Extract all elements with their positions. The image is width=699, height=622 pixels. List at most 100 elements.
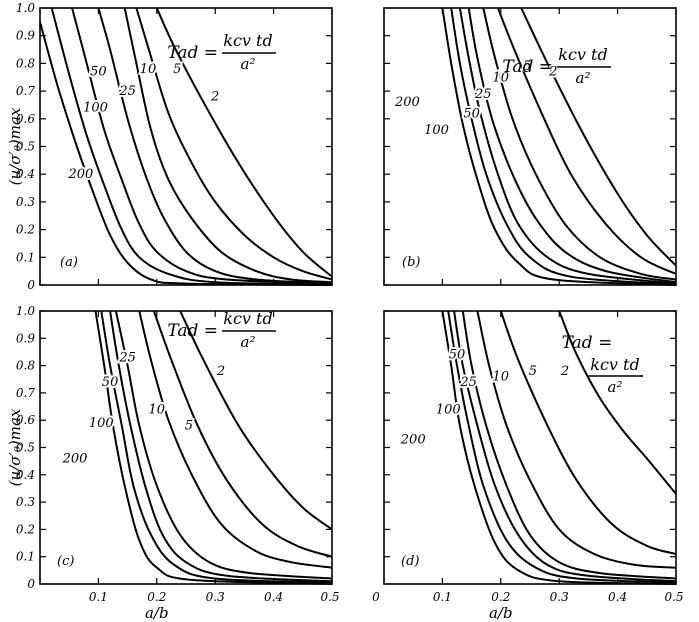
x-tick-label: 0.4 — [264, 590, 283, 604]
formula-lhs: Tad = — [167, 321, 218, 341]
formula-denominator: a² — [241, 333, 256, 351]
panel-label: (d) — [401, 554, 419, 569]
x-tick-label: 0.2 — [491, 590, 510, 604]
curve-label-halo: 5 — [173, 62, 181, 77]
curve-tad-200 — [39, 21, 333, 286]
curve-label-halo: 100 — [89, 416, 114, 431]
curve-label-50: 50 — [102, 375, 119, 390]
curve-tad-200 — [441, 7, 677, 286]
curve-label-2: 2 — [210, 90, 219, 105]
curve-tad-2 — [520, 7, 677, 267]
curve-tad-2 — [179, 310, 333, 531]
y-tick-label: 0.5 — [16, 441, 35, 455]
y-tick-label: 0.4 — [16, 167, 35, 181]
curve-label-halo: 50 — [102, 375, 119, 390]
formula-denominator: a² — [241, 55, 256, 73]
formula-numerator: kcv td — [558, 45, 607, 64]
x-tick-label: 0.2 — [147, 590, 166, 604]
formula-numerator: kcv td — [223, 309, 272, 328]
curve-label-halo: 25 — [118, 84, 136, 99]
y-axis-title: (u/σ′₀)max — [6, 107, 24, 185]
curve-label-halo: 5 — [185, 419, 193, 434]
curve-tad-100 — [447, 310, 677, 584]
curve-tad-100 — [100, 310, 333, 584]
curve-tad-10 — [138, 310, 333, 569]
formula-denominator: a² — [608, 378, 623, 396]
y-tick-label: 0 — [27, 577, 35, 591]
curve-label-halo: 2 — [210, 90, 219, 105]
curve-label-5: 5 — [173, 62, 181, 77]
y-tick-label: 0.3 — [16, 495, 35, 509]
curve-label-200: 200 — [394, 95, 420, 110]
y-tick-label: 0.5 — [16, 140, 35, 154]
y-tick-label: 1.0 — [16, 304, 35, 318]
curve-label-50: 50 — [463, 106, 480, 121]
x-axis-title: a/b — [145, 604, 169, 622]
formula-denominator: a² — [576, 69, 591, 87]
curve-tad-25 — [97, 7, 333, 285]
curve-tad-100 — [450, 7, 677, 286]
y-tick-label: 0.7 — [16, 386, 35, 400]
y-tick-label: 0.2 — [16, 223, 35, 237]
formula-lhs: Tad = — [502, 57, 553, 77]
panel-a: 0 0.1 0.2 0.3 0.4 0.5 0.6 0.7 0.8 0.9 1.0 (u/σ′₀)ma… — [6, 1, 333, 292]
y-tick-label: 0 — [27, 278, 35, 292]
x-tick-label: 0 — [372, 590, 380, 604]
curve-label-halo: 10 — [493, 370, 510, 385]
curve-tad-25 — [467, 7, 677, 284]
plot-frame — [383, 7, 677, 286]
curve-tad-200 — [441, 310, 677, 585]
curve-label-halo: 50 — [449, 348, 466, 363]
y-tick-label: 0.7 — [16, 84, 35, 98]
curve-label-5: 5 — [529, 364, 537, 379]
curve-label-halo: 5 — [529, 364, 537, 379]
curve-label-25: 25 — [118, 350, 136, 365]
curve-label-2: 2 — [548, 65, 557, 80]
curve-label-25: 25 — [118, 84, 136, 99]
curve-label-halo: 100 — [424, 123, 449, 138]
curve-label-halo: 2 — [216, 364, 225, 379]
curve-label-50: 50 — [449, 348, 466, 363]
curve-label-200: 200 — [400, 432, 426, 447]
curve-label-halo: 200 — [62, 451, 88, 466]
curve-label-halo: 10 — [493, 70, 510, 85]
formula-lhs: Tad = — [562, 333, 613, 353]
y-tick-label: 0.8 — [16, 359, 35, 373]
curve-label-2: 2 — [560, 364, 569, 379]
curve-tad-100 — [50, 7, 333, 286]
y-tick-label: 0.9 — [16, 29, 35, 43]
curve-tad-2 — [558, 310, 677, 495]
y-tick-label: 0.2 — [16, 522, 35, 536]
formula-numerator: kcv td — [223, 31, 272, 50]
curve-label-100: 100 — [424, 123, 449, 138]
curve-label-5: 5 — [523, 59, 531, 74]
curve-label-200: 200 — [67, 167, 93, 182]
y-tick-label: 0.3 — [16, 195, 35, 209]
curve-label-halo: 5 — [523, 59, 531, 74]
curve-label-halo: 10 — [149, 402, 166, 417]
curve-label-halo: 10 — [140, 62, 157, 77]
plot-frame — [383, 310, 677, 585]
curve-label-halo: 100 — [436, 402, 461, 417]
curve-tad-50 — [458, 7, 677, 285]
curve-label-100: 100 — [89, 416, 114, 431]
x-tick-label: 0.5 — [664, 590, 683, 604]
y-tick-label: 0.1 — [16, 550, 35, 564]
x-tick-label: 0.1 — [433, 590, 452, 604]
curve-label-halo: 200 — [400, 432, 426, 447]
x-tick-label: 0.4 — [608, 590, 627, 604]
curve-label-2: 2 — [216, 364, 225, 379]
panel-label: (b) — [402, 255, 420, 270]
curve-label-halo: 100 — [83, 101, 108, 116]
curve-label-10: 10 — [493, 370, 510, 385]
curve-label-halo: 50 — [463, 106, 480, 121]
curve-tad-25 — [114, 310, 333, 580]
curve-tad-10 — [123, 7, 333, 284]
curve-label-halo: 200 — [394, 95, 420, 110]
curve-tad-5 — [135, 7, 333, 281]
formula-lhs: Tad = — [167, 43, 218, 63]
curve-label-halo: 25 — [118, 350, 136, 365]
curve-label-50: 50 — [90, 65, 107, 80]
curve-tad-50 — [453, 310, 677, 583]
